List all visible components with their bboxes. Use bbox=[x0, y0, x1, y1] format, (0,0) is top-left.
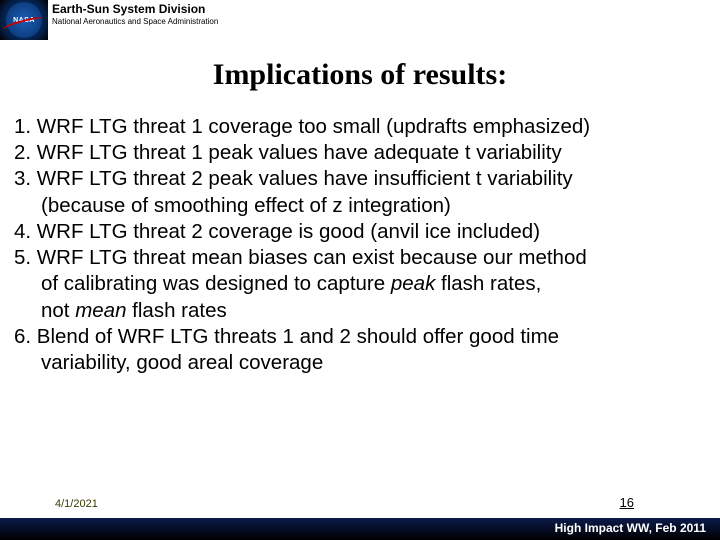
slide: NASA Earth-Sun System Division National … bbox=[0, 0, 720, 540]
list-line: 1. WRF LTG threat 1 coverage too small (… bbox=[14, 114, 706, 140]
slide-title: Implications of results: bbox=[0, 58, 720, 92]
list-line: not mean flash rates bbox=[14, 298, 706, 324]
agency-name: National Aeronautics and Space Administr… bbox=[52, 17, 218, 26]
page-number: 16 bbox=[620, 495, 634, 510]
list-item: 4. WRF LTG threat 2 coverage is good (an… bbox=[14, 219, 706, 245]
list-line: of calibrating was designed to capture p… bbox=[14, 271, 706, 297]
bottom-bar: High Impact WW, Feb 2011 bbox=[0, 518, 720, 540]
list-line: 5. WRF LTG threat mean biases can exist … bbox=[14, 245, 706, 271]
list-line: (because of smoothing effect of z integr… bbox=[14, 193, 706, 219]
list-line: 6. Blend of WRF LTG threats 1 and 2 shou… bbox=[14, 324, 706, 350]
event-label: High Impact WW, Feb 2011 bbox=[352, 518, 720, 540]
header-strip: NASA Earth-Sun System Division National … bbox=[0, 0, 720, 40]
list-item: 2. WRF LTG threat 1 peak values have ade… bbox=[14, 140, 706, 166]
slide-body: 1. WRF LTG threat 1 coverage too small (… bbox=[0, 114, 720, 376]
division-name: Earth-Sun System Division bbox=[52, 2, 218, 16]
list-item: 3. WRF LTG threat 2 peak values have ins… bbox=[14, 166, 706, 218]
list-line: 4. WRF LTG threat 2 coverage is good (an… bbox=[14, 219, 706, 245]
list-line: 2. WRF LTG threat 1 peak values have ade… bbox=[14, 140, 706, 166]
bar-left bbox=[0, 518, 352, 540]
list-line: variability, good areal coverage bbox=[14, 350, 706, 376]
footer-date: 4/1/2021 bbox=[55, 498, 98, 510]
list-line: 3. WRF LTG threat 2 peak values have ins… bbox=[14, 166, 706, 192]
implications-list: 1. WRF LTG threat 1 coverage too small (… bbox=[14, 114, 706, 376]
list-item: 6. Blend of WRF LTG threats 1 and 2 shou… bbox=[14, 324, 706, 376]
header-text: Earth-Sun System Division National Aeron… bbox=[48, 0, 218, 26]
list-item: 1. WRF LTG threat 1 coverage too small (… bbox=[14, 114, 706, 140]
list-item: 5. WRF LTG threat mean biases can exist … bbox=[14, 245, 706, 324]
nasa-logo: NASA bbox=[0, 0, 48, 40]
